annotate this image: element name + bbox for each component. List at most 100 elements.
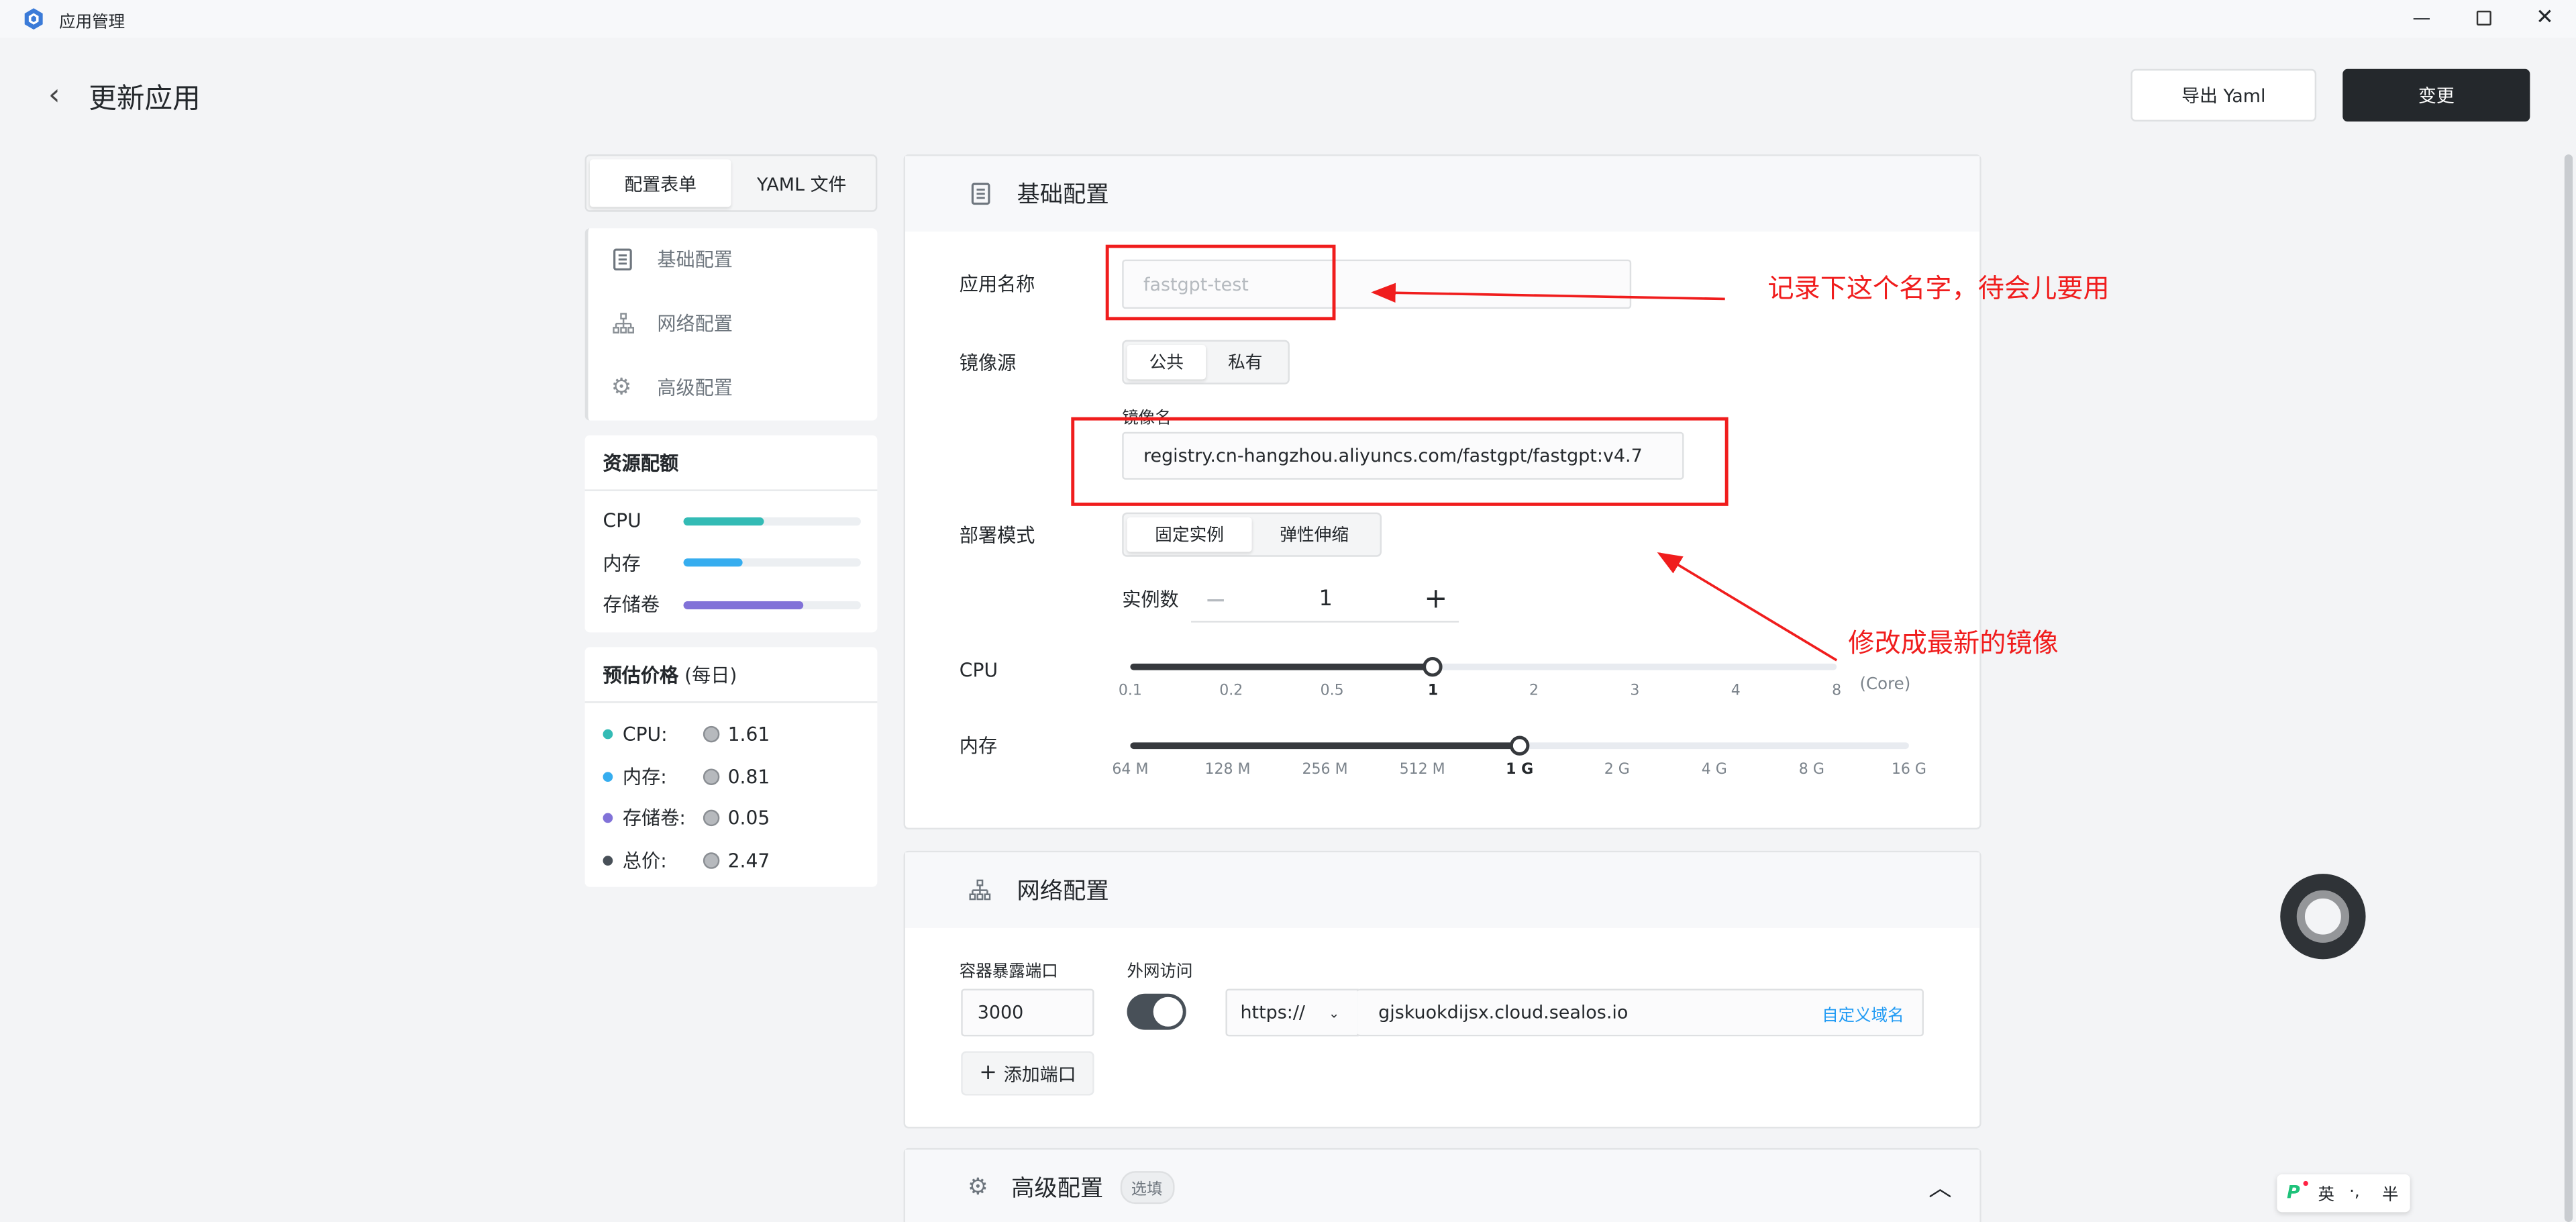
annotation-box-app-name	[1105, 244, 1336, 321]
memory-tick-label[interactable]: 256 M	[1302, 762, 1348, 779]
image-name-input[interactable]: registry.cn-hangzhou.aliyuncs.com/fastgp…	[1122, 431, 1684, 480]
cpu-slider-track[interactable]	[1130, 663, 1837, 670]
sidebar-item-basic[interactable]: 基础配置	[588, 228, 877, 292]
ime-mode[interactable]: 英	[2318, 1186, 2335, 1205]
sidebar-item-advanced[interactable]: ⚙ 高级配置	[588, 356, 877, 420]
price-dot	[603, 813, 613, 823]
coin-icon	[703, 725, 720, 743]
increment-button[interactable]: +	[1424, 582, 1448, 616]
deploy-mode-fixed[interactable]: 固定实例	[1127, 517, 1252, 552]
protocol-select[interactable]: https:// ⌄	[1225, 988, 1359, 1037]
quota-bar-fill	[683, 516, 764, 525]
cpu-tick-label[interactable]: 1	[1427, 683, 1439, 700]
memory-tick-label[interactable]: 2 G	[1604, 762, 1630, 779]
ime-toolbar: P 英 ·, 半	[2277, 1174, 2410, 1213]
plus-icon: +	[979, 1061, 998, 1086]
annotation-box-image-name	[1071, 417, 1729, 506]
document-icon	[971, 183, 990, 205]
memory-tick-label[interactable]: 4 G	[1701, 762, 1727, 779]
advanced-config-section: ⚙ 高级配置 选填 ︿	[903, 1148, 1981, 1222]
cpu-tick-label[interactable]: 4	[1731, 683, 1741, 700]
network-icon	[969, 879, 991, 901]
export-yaml-button[interactable]: 导出 Yaml	[2130, 68, 2317, 122]
domain-input[interactable]: gjskuokdijsx.cloud.sealos.io 自定义域名	[1357, 988, 1924, 1037]
price-label: CPU:	[622, 722, 668, 746]
sidebar-item-label: 高级配置	[657, 376, 733, 399]
quota-bar	[683, 516, 861, 525]
memory-tick-label[interactable]: 128 M	[1204, 762, 1251, 779]
ime-badge-dot	[2303, 1180, 2308, 1186]
port-input[interactable]: 3000	[961, 988, 1094, 1037]
price-label: 内存:	[622, 764, 667, 788]
sidebar-item-label: 基础配置	[657, 248, 733, 271]
memory-tick-label[interactable]: 16 G	[1891, 762, 1926, 779]
cpu-tick-label[interactable]: 0.2	[1219, 683, 1243, 700]
section-title: 高级配置	[1011, 1176, 1104, 1203]
annotation-name-note: 记录下这个名字，待会儿要用	[1767, 272, 2110, 304]
add-port-label: 添加端口	[1003, 1063, 1076, 1085]
sidebar-item-network[interactable]: 网络配置	[588, 293, 877, 356]
ime-logo-icon[interactable]: P	[2287, 1182, 2300, 1203]
image-source-private[interactable]: 私有	[1228, 353, 1263, 373]
replicas-label: 实例数	[1122, 588, 1179, 611]
gear-icon: ⚙	[611, 374, 632, 401]
port-value: 3000	[977, 1002, 1024, 1023]
coin-icon	[703, 768, 720, 784]
image-source-public[interactable]: 公共	[1127, 344, 1206, 380]
memory-slider-fill	[1130, 742, 1520, 750]
document-icon	[613, 248, 632, 270]
add-port-button[interactable]: + 添加端口	[961, 1051, 1094, 1096]
close-button[interactable]: ✕	[2536, 5, 2554, 31]
cpu-tick-label[interactable]: 8	[1832, 683, 1842, 700]
price-value: 0.81	[727, 764, 770, 788]
minimize-button[interactable]: —	[2412, 7, 2431, 29]
ime-width[interactable]: 半	[2382, 1186, 2399, 1205]
sidebar-nav: 基础配置 网络配置 ⚙ 高级配置	[584, 228, 878, 421]
memory-tick-label[interactable]: 64 M	[1112, 762, 1149, 779]
submit-change-label: 变更	[2418, 85, 2455, 107]
decrement-button[interactable]: −	[1204, 584, 1227, 615]
cpu-tick-label[interactable]: 2	[1529, 683, 1539, 700]
public-access-toggle[interactable]	[1127, 993, 1186, 1030]
cpu-slider-thumb[interactable]	[1423, 657, 1443, 677]
custom-domain-link[interactable]: 自定义域名	[1822, 1007, 1904, 1026]
section-title: 基础配置	[1017, 182, 1109, 209]
chevron-up-icon[interactable]: ︿	[1928, 1176, 1952, 1203]
port-label: 容器暴露端口	[959, 963, 1058, 982]
deploy-mode-toggle: 固定实例 弹性伸缩	[1122, 512, 1382, 557]
memory-tick-label[interactable]: 512 M	[1399, 762, 1445, 779]
cpu-tick-label[interactable]: 0.1	[1118, 683, 1142, 700]
deploy-mode-autoscale[interactable]: 弹性伸缩	[1280, 525, 1349, 546]
sidebar-item-label: 网络配置	[657, 312, 733, 336]
tab-yaml-file[interactable]: YAML 文件	[757, 173, 847, 195]
gear-icon: ⚙	[968, 1174, 988, 1201]
tab-config-form[interactable]: 配置表单	[589, 159, 731, 207]
quota-bar	[683, 558, 861, 567]
ime-punct[interactable]: ·,	[2349, 1183, 2360, 1202]
memory-tick-label[interactable]: 8 G	[1798, 762, 1824, 779]
memory-slider-thumb[interactable]	[1509, 735, 1530, 756]
image-source-label: 镜像源	[959, 351, 1017, 375]
app-name-placeholder: fastgpt-test	[1143, 273, 1249, 295]
submit-change-button[interactable]: 变更	[2342, 68, 2530, 122]
price-value: 1.61	[727, 722, 770, 746]
restore-button[interactable]	[2476, 10, 2491, 26]
cpu-slider-fill	[1130, 663, 1433, 670]
cpu-tick-label[interactable]: 0.5	[1320, 683, 1344, 700]
replicas-value[interactable]: 1	[1319, 587, 1333, 612]
scrollbar-thumb[interactable]	[2564, 154, 2573, 1222]
quota-bar-fill	[683, 600, 805, 609]
back-chevron-left-icon[interactable]: ‹	[48, 78, 60, 113]
app-name-label: 应用名称	[959, 272, 1035, 296]
memory-tick-label[interactable]: 1 G	[1506, 762, 1534, 779]
toggle-knob	[1153, 997, 1183, 1027]
price-title: 预估价格 (每日)	[603, 662, 737, 688]
coin-icon	[703, 852, 720, 868]
coin-icon	[703, 809, 720, 827]
title-bar: 应用管理 — ✕	[0, 0, 2576, 38]
optional-badge: 选填	[1119, 1171, 1174, 1205]
floating-assistant-button[interactable]	[2280, 874, 2366, 960]
cpu-tick-label[interactable]: 3	[1630, 683, 1640, 700]
section-header[interactable]: ⚙ 高级配置 选填 ︿	[905, 1150, 1980, 1222]
quota-label: 存储卷	[603, 593, 660, 616]
